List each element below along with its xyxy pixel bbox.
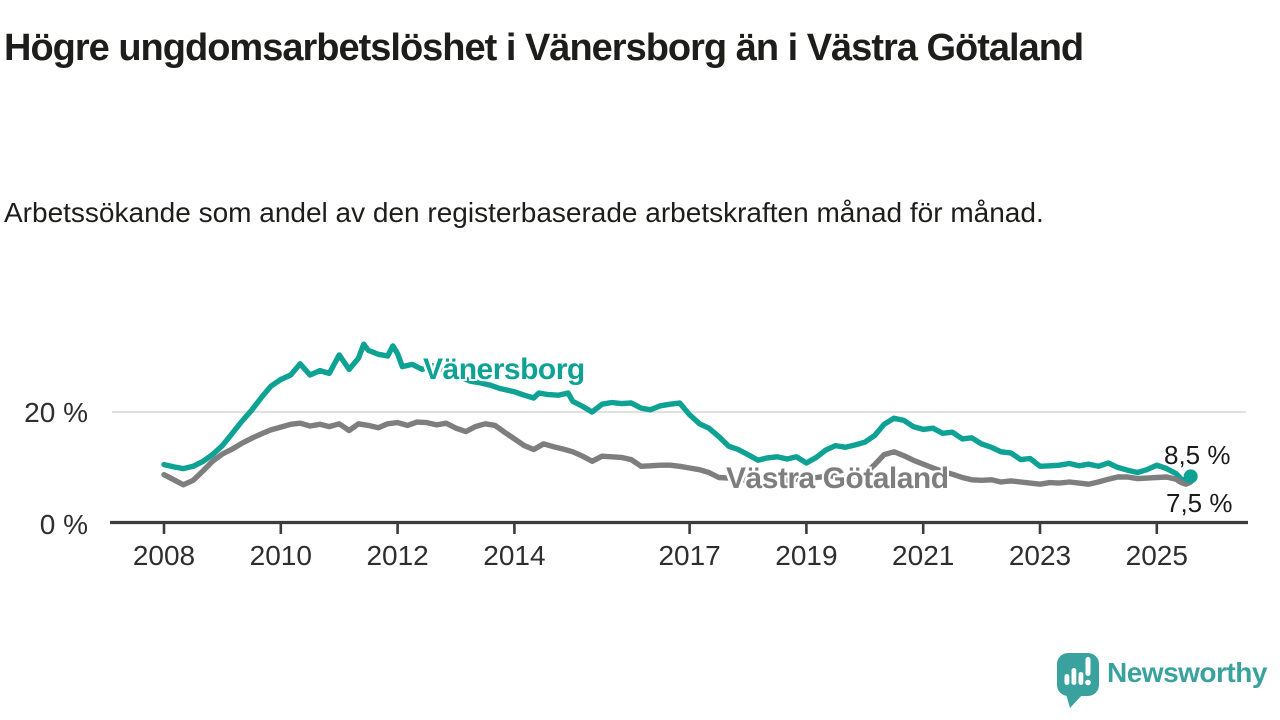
latest-value-label-vastra-gotaland: 7,5 % xyxy=(1166,488,1233,518)
x-axis-tick-labels: 2008 2010 2012 2014 2017 2019 2021 2023 2025 xyxy=(133,540,1188,571)
x-tick-label: 2021 xyxy=(892,540,954,571)
series-label-vastra-gotaland: Västra Götaland xyxy=(726,462,949,495)
x-tick-label: 2023 xyxy=(1009,540,1071,571)
latest-value-dot xyxy=(1183,469,1198,484)
x-axis-ticks xyxy=(162,524,1159,534)
latest-value-label-vanersborg: 8,5 % xyxy=(1164,440,1231,470)
x-tick-label: 2025 xyxy=(1126,540,1188,571)
x-tick-label: 2008 xyxy=(133,540,195,571)
chart-subtitle: Arbetssökande som andel av den registerb… xyxy=(4,197,1044,228)
x-tick-label: 2017 xyxy=(658,540,720,571)
y-tick-label-0: 0 % xyxy=(39,509,88,540)
page-title: Högre ungdomsarbetslöshet i Vänersborg ä… xyxy=(4,27,1084,69)
x-tick-label: 2019 xyxy=(775,540,837,571)
x-tick-label: 2014 xyxy=(483,540,545,571)
series-lines xyxy=(161,341,1194,488)
series-line-vanersborg xyxy=(161,341,1194,483)
newsworthy-logo-text: Newsworthy xyxy=(1107,657,1267,688)
x-tick-label: 2010 xyxy=(250,540,312,571)
newsworthy-logo-icon xyxy=(1057,653,1099,708)
speech-bubble-icon xyxy=(1057,653,1099,708)
y-tick-label-20: 20 % xyxy=(24,397,88,428)
newsworthy-logo: Newsworthy xyxy=(1052,648,1280,712)
series-label-vanersborg: Vänersborg xyxy=(423,353,585,386)
series-line-vastra-gotaland xyxy=(161,419,1194,488)
x-tick-label: 2012 xyxy=(366,540,428,571)
